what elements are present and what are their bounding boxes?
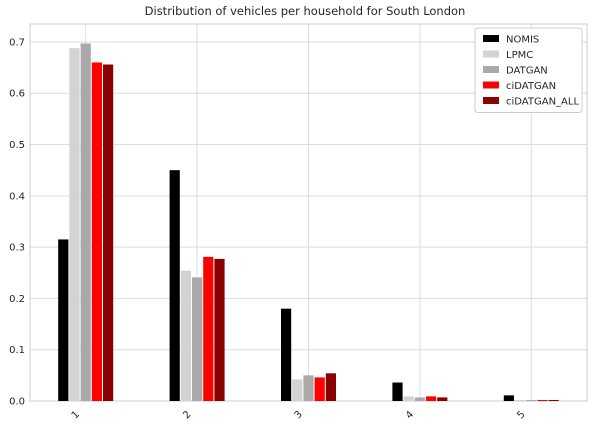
bar-lpmc-1 bbox=[69, 48, 80, 401]
x-tick-label: 1 bbox=[70, 409, 82, 421]
y-tick-label: 0.7 bbox=[9, 37, 25, 48]
bar-cidatgan_all-1 bbox=[103, 64, 114, 401]
bar-lpmc-2 bbox=[180, 270, 191, 401]
legend-label: LPMC bbox=[506, 50, 533, 61]
bar-nomis-4 bbox=[392, 382, 403, 401]
legend-swatch bbox=[483, 97, 499, 104]
bar-datgan-5 bbox=[526, 399, 537, 401]
legend-swatch bbox=[483, 81, 499, 89]
x-tick-label: 2 bbox=[181, 409, 193, 421]
bar-datgan-1 bbox=[80, 43, 91, 402]
bar-datgan-3 bbox=[303, 375, 314, 401]
bar-nomis-1 bbox=[58, 239, 69, 401]
legend-label: NOMIS bbox=[506, 35, 539, 46]
bar-lpmc-4 bbox=[403, 396, 414, 401]
bars bbox=[58, 43, 559, 402]
x-tick-label: 5 bbox=[515, 409, 527, 421]
bar-lpmc-5 bbox=[515, 399, 526, 401]
y-tick-label: 0.6 bbox=[9, 89, 25, 100]
bar-nomis-2 bbox=[169, 170, 180, 401]
bar-nomis-3 bbox=[281, 308, 292, 401]
bar-datgan-2 bbox=[192, 277, 203, 401]
chart-title: Distribution of vehicles per household f… bbox=[145, 4, 466, 18]
x-axis-ticks: 1 2 3 4 5 bbox=[70, 409, 528, 421]
bar-lpmc-3 bbox=[292, 379, 303, 401]
bar-cidatgan_all-5 bbox=[548, 399, 559, 401]
bar-cidatgan-2 bbox=[203, 256, 214, 401]
legend-swatch bbox=[483, 35, 499, 42]
legend-swatch bbox=[483, 50, 499, 58]
y-tick-label: 0.5 bbox=[9, 140, 25, 151]
x-tick-label: 3 bbox=[293, 409, 305, 421]
y-axis-ticks: 0.0 0.1 0.2 0.3 0.4 0.5 0.6 0.7 bbox=[9, 37, 25, 407]
bar-datgan-4 bbox=[414, 397, 425, 401]
y-tick-label: 0.3 bbox=[9, 243, 25, 254]
bar-cidatgan-3 bbox=[314, 377, 325, 401]
y-tick-label: 0.1 bbox=[9, 345, 25, 356]
bar-cidatgan_all-3 bbox=[325, 373, 336, 401]
legend-label: DATGAN bbox=[506, 66, 548, 77]
legend: NOMIS LPMC DATGAN ciDATGAN ciDATGAN_ALL bbox=[474, 27, 583, 113]
x-tick-label: 4 bbox=[404, 409, 416, 421]
bar-cidatgan_all-4 bbox=[437, 397, 448, 401]
y-tick-label: 0.0 bbox=[9, 397, 25, 408]
bar-cidatgan-4 bbox=[426, 396, 437, 401]
y-tick-label: 0.2 bbox=[9, 294, 25, 305]
grid-lines bbox=[30, 24, 587, 402]
bar-nomis-5 bbox=[503, 395, 514, 401]
legend-label: ciDATGAN_ALL bbox=[506, 97, 579, 108]
bar-cidatgan-5 bbox=[537, 399, 548, 401]
legend-label: ciDATGAN bbox=[506, 81, 556, 92]
bar-cidatgan_all-2 bbox=[214, 258, 225, 401]
y-tick-label: 0.4 bbox=[9, 191, 25, 202]
legend-swatch bbox=[483, 66, 499, 73]
bar-cidatgan-1 bbox=[91, 62, 102, 401]
legend-box bbox=[474, 27, 583, 113]
